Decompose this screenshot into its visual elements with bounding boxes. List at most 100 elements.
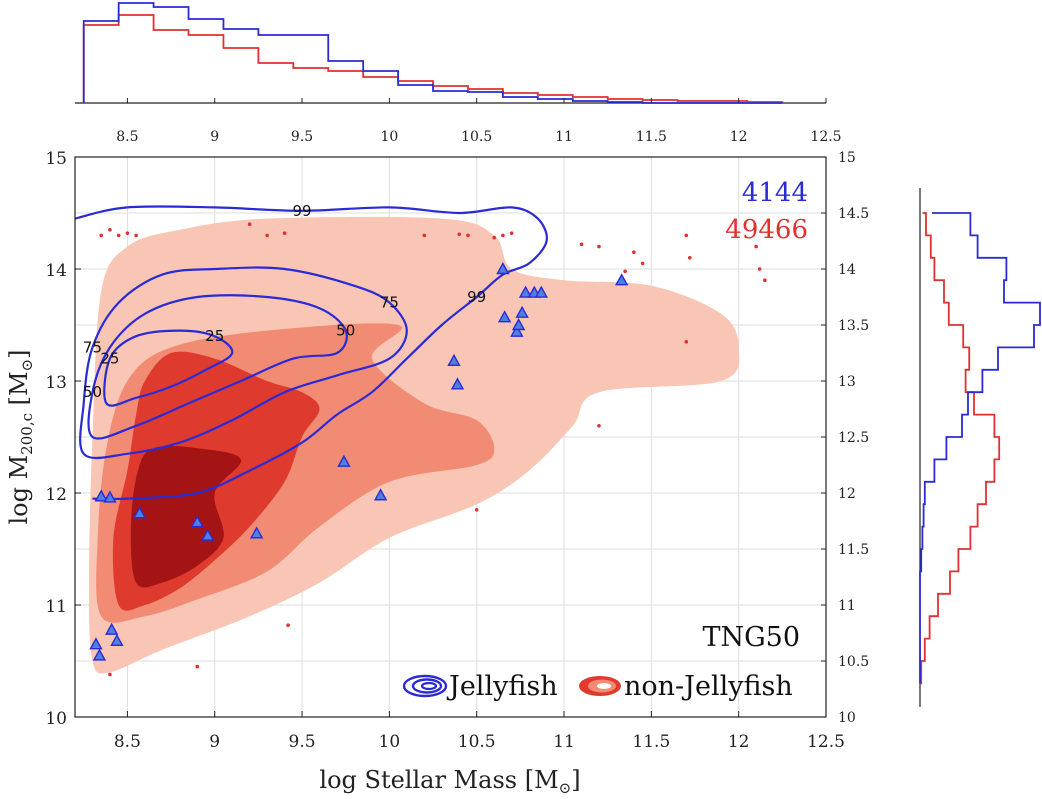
contour-label-50-1: 50 bbox=[336, 322, 355, 340]
x-tick-label-2: 9.5 bbox=[289, 732, 316, 752]
nonjelly-outlier-6 bbox=[265, 233, 269, 238]
jellyfish-point-15 bbox=[497, 310, 512, 323]
y-right-tick-label-8: 14 bbox=[838, 262, 856, 278]
jellyfish-contour-25 bbox=[103, 329, 234, 407]
y-axis-label-unit: [M bbox=[5, 371, 33, 413]
top-x-tick-label-7: 12 bbox=[730, 129, 748, 145]
contour-label-99-0: 99 bbox=[292, 202, 311, 220]
jellyfish-point-9 bbox=[249, 526, 264, 539]
jellyfish-point-19 bbox=[518, 285, 533, 298]
y-right-tick-label-3: 11.5 bbox=[838, 542, 869, 558]
y-right-tick-label-10: 15 bbox=[838, 150, 856, 166]
nonjelly-outlier-21 bbox=[754, 244, 758, 249]
nonjelly-outlier-28 bbox=[195, 664, 200, 669]
x-tick-label-0: 8.5 bbox=[114, 732, 141, 752]
contour-label-50-0: 50 bbox=[83, 383, 102, 401]
legend: Jellyfish non-Jellyfish bbox=[402, 671, 793, 702]
jellyfish-contour-50 bbox=[87, 294, 348, 440]
y-axis-label: log M200,c [M⊙] bbox=[5, 349, 36, 524]
y-axis-right-ticks: 10 10.5 11 11.5 12 12.5 13 13.5 14 14.5 15 bbox=[821, 150, 869, 726]
jellyfish-point-18 bbox=[515, 305, 529, 318]
nonjelly-outlier-5 bbox=[247, 222, 252, 226]
y-tick-label-1: 11 bbox=[45, 597, 67, 617]
jellyfish-contour-99 bbox=[75, 205, 548, 501]
legend-jellyfish-icon bbox=[402, 674, 448, 698]
nonjelly-outlier-0 bbox=[99, 233, 103, 238]
jellyfish-point-0 bbox=[89, 637, 103, 650]
top-x-tick-label-8: 12.5 bbox=[810, 129, 841, 145]
contour-label-75-1: 75 bbox=[380, 294, 399, 312]
nonjelly-outlier-8 bbox=[422, 233, 427, 238]
nonjelly-outlier-14 bbox=[579, 242, 584, 247]
jellyfish-contour-75 bbox=[79, 266, 408, 460]
y-tick-label-0: 10 bbox=[45, 709, 67, 729]
y-right-tick-label-6: 13 bbox=[838, 374, 856, 390]
top-x-tick-label-3: 10 bbox=[380, 129, 398, 145]
top-x-tick-label-1: 9 bbox=[210, 129, 219, 145]
x-tick-label-6: 11.5 bbox=[632, 732, 670, 752]
nonjelly-outlier-19 bbox=[684, 233, 689, 238]
x-axis-label-close: ] bbox=[571, 766, 580, 794]
y-right-tick-label-9: 14.5 bbox=[838, 206, 869, 222]
nonjelly-outlier-7 bbox=[282, 231, 287, 235]
y-tick-label-3: 13 bbox=[45, 373, 67, 393]
contour-label-25-0: 25 bbox=[100, 350, 119, 368]
contour-label-99-1: 99 bbox=[467, 288, 486, 306]
y-axis-label-unit-sub: ⊙ bbox=[18, 359, 36, 372]
top-x-tick-label-6: 11.5 bbox=[636, 129, 667, 145]
nonjelly-outlier-1 bbox=[108, 228, 112, 232]
right-hist-jellyfish bbox=[919, 212, 1041, 684]
x-tick-label-3: 10 bbox=[379, 732, 401, 752]
contour-label-75-0: 75 bbox=[83, 338, 102, 356]
legend-nonjellyfish-label: non-Jellyfish bbox=[624, 671, 793, 702]
nonjelly-outlier-20 bbox=[687, 255, 692, 260]
jellyfish-point-16 bbox=[510, 324, 524, 337]
jellyfish-contour-labels: 99 99 75 75 50 50 25 25 bbox=[83, 202, 486, 401]
nonjelly-fill-level-25 bbox=[130, 446, 242, 588]
jellyfish-points bbox=[89, 262, 629, 661]
nonjelly-outlier-10 bbox=[466, 233, 470, 238]
jellyfish-point-4 bbox=[94, 489, 108, 502]
simulation-label: TNG50 bbox=[702, 622, 800, 653]
top-x-tick-label-4: 10.5 bbox=[461, 129, 492, 145]
legend-jellyfish-label: Jellyfish bbox=[446, 671, 558, 702]
jellyfish-point-6 bbox=[132, 506, 147, 519]
x-tick-label-8: 12.5 bbox=[807, 732, 845, 752]
x-axis-label-main: log Stellar Mass [M bbox=[319, 766, 558, 794]
y-tick-label-5: 15 bbox=[45, 149, 67, 169]
x-tick-label-1: 9 bbox=[209, 732, 220, 752]
x-axis-label: log Stellar Mass [M⊙] bbox=[319, 766, 580, 797]
top-x-tick-label-0: 8.5 bbox=[116, 129, 138, 145]
y-right-tick-label-0: 10 bbox=[838, 710, 856, 726]
nonjelly-outlier-26 bbox=[474, 508, 479, 512]
jellyfish-point-5 bbox=[103, 490, 117, 503]
jellyfish-point-3 bbox=[110, 633, 124, 647]
main-panel: 99 99 75 75 50 50 25 25 8.5 9 9.5 10 10.5 11 11.5 12 12… bbox=[5, 149, 869, 797]
y-axis-label-main: log M bbox=[5, 455, 33, 525]
nonjelly-outlier-25 bbox=[597, 424, 601, 428]
jellyfish-point-22 bbox=[614, 273, 629, 286]
nonjelly-outlier-2 bbox=[116, 233, 121, 238]
top-hist-nonjellyfish bbox=[82, 14, 784, 103]
jellyfish-point-1 bbox=[92, 648, 107, 661]
nonjelly-outlier-12 bbox=[501, 233, 505, 238]
nonjelly-outlier-24 bbox=[684, 340, 689, 344]
y-axis-label-sub: 200,c bbox=[18, 413, 36, 455]
jellyfish-point-12 bbox=[447, 353, 461, 367]
y-axis-label-close: ] bbox=[5, 349, 33, 358]
x-tick-label-4: 10.5 bbox=[458, 732, 496, 752]
nonjelly-outlier-29 bbox=[108, 672, 112, 677]
nonjelly-outlier-27 bbox=[286, 623, 290, 627]
top-x-tick-label-2: 9.5 bbox=[291, 129, 313, 145]
nonjelly-outlier-13 bbox=[509, 231, 514, 235]
jellyfish-contours bbox=[75, 205, 548, 501]
jellyfish-point-8 bbox=[201, 528, 215, 541]
x-tick-label-7: 12 bbox=[728, 732, 750, 752]
nonjelly-outlier-3 bbox=[125, 231, 130, 235]
x-axis-label-sub: ⊙ bbox=[559, 779, 572, 797]
legend-nonjellyfish-icon bbox=[579, 676, 621, 696]
y-right-tick-label-2: 11 bbox=[838, 598, 856, 614]
jellyfish-point-10 bbox=[337, 454, 351, 467]
jellyfish-point-2 bbox=[104, 622, 119, 635]
